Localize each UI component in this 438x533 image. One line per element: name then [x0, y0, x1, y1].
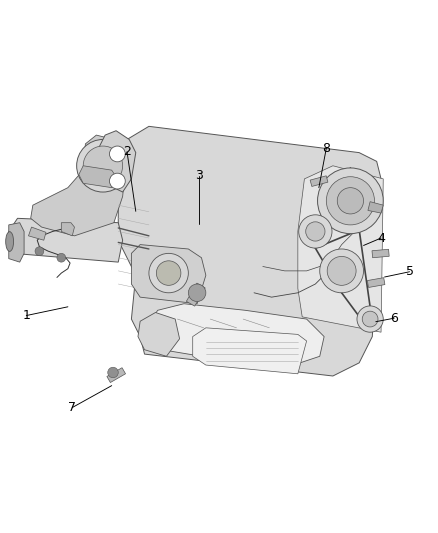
Ellipse shape — [6, 232, 14, 252]
Polygon shape — [131, 245, 206, 304]
Polygon shape — [138, 312, 180, 356]
Text: 3: 3 — [195, 169, 203, 182]
Circle shape — [83, 146, 123, 185]
Polygon shape — [367, 278, 385, 287]
Circle shape — [357, 306, 383, 332]
Polygon shape — [9, 219, 123, 262]
Polygon shape — [79, 166, 116, 188]
Polygon shape — [99, 131, 136, 192]
Circle shape — [110, 173, 125, 189]
Circle shape — [337, 188, 364, 214]
Circle shape — [156, 261, 181, 285]
Polygon shape — [31, 135, 127, 236]
Circle shape — [326, 177, 374, 225]
Polygon shape — [107, 368, 126, 383]
Circle shape — [108, 367, 118, 378]
Polygon shape — [310, 176, 328, 187]
Polygon shape — [118, 126, 381, 376]
Polygon shape — [298, 166, 383, 332]
Circle shape — [149, 253, 188, 293]
Circle shape — [306, 222, 325, 241]
Text: 2: 2 — [123, 146, 131, 158]
Text: 5: 5 — [406, 265, 413, 278]
Polygon shape — [9, 223, 24, 262]
Polygon shape — [28, 227, 46, 240]
Circle shape — [77, 140, 129, 192]
Circle shape — [299, 215, 332, 248]
Text: 6: 6 — [390, 312, 398, 325]
Polygon shape — [372, 249, 389, 258]
Polygon shape — [186, 283, 205, 306]
Circle shape — [188, 284, 206, 302]
Text: 8: 8 — [322, 142, 330, 155]
Polygon shape — [149, 304, 324, 369]
Circle shape — [35, 247, 44, 255]
Text: 1: 1 — [22, 309, 30, 322]
Polygon shape — [61, 223, 74, 236]
Polygon shape — [368, 201, 383, 213]
Circle shape — [320, 249, 364, 293]
Text: 7: 7 — [68, 401, 76, 414]
Circle shape — [110, 146, 125, 162]
Polygon shape — [193, 328, 307, 374]
Circle shape — [362, 311, 378, 327]
Circle shape — [327, 256, 356, 285]
Circle shape — [57, 253, 66, 262]
Circle shape — [318, 168, 383, 233]
Text: 4: 4 — [377, 231, 385, 245]
